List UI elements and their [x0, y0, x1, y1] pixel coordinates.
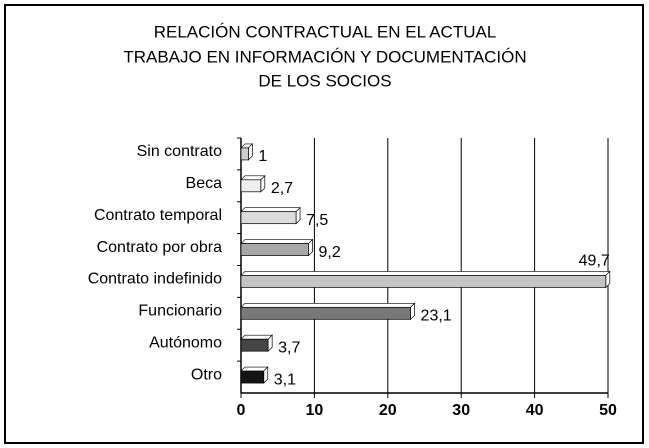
chart-title: DE LOS SOCIOS	[258, 71, 391, 90]
value-label: 9,2	[319, 244, 341, 261]
bar	[240, 370, 265, 384]
x-tick-label: 30	[452, 402, 470, 419]
x-tick-label: 10	[306, 402, 324, 419]
bar	[240, 147, 249, 161]
y-tick-label: Otro	[191, 366, 222, 383]
value-label: 1	[258, 148, 267, 165]
bar-top	[240, 366, 269, 372]
value-label: 49,7	[579, 253, 610, 270]
frame	[4, 4, 644, 444]
bar	[240, 211, 297, 225]
bar-top	[240, 207, 301, 213]
y-tick-label: Contrato por obra	[97, 239, 223, 256]
value-label: 3,7	[278, 339, 300, 356]
bar	[240, 243, 309, 256]
chart-title: TRABAJO EN INFORMACIÓN Y DOCUMENTACIÓN	[123, 47, 526, 66]
x-tick-label: 0	[237, 402, 246, 419]
y-tick-label: Beca	[186, 175, 223, 192]
x-tick-label: 40	[526, 402, 544, 419]
bar	[240, 275, 607, 288]
value-label: 2,7	[271, 180, 293, 197]
bar	[240, 306, 411, 320]
y-tick-label: Funcionario	[138, 303, 222, 320]
y-tick-label: Contrato indefinido	[88, 271, 222, 288]
bar-top	[240, 334, 274, 340]
bar-top	[240, 271, 611, 276]
bar-top	[240, 239, 314, 244]
bar	[240, 338, 269, 352]
chart-title: RELACIÓN CONTRACTUAL EN EL ACTUAL	[154, 22, 497, 41]
x-tick-label: 50	[599, 402, 617, 419]
value-label: 7,5	[306, 212, 328, 229]
bar-top	[240, 302, 416, 308]
value-label: 3,1	[274, 371, 296, 388]
y-tick-label: Contrato temporal	[94, 207, 222, 224]
value-label: 23,1	[421, 308, 452, 325]
x-tick-label: 20	[379, 402, 397, 419]
y-tick-label: Autónomo	[149, 334, 222, 351]
bar	[240, 179, 262, 193]
y-tick-label: Sin contrato	[137, 143, 222, 160]
